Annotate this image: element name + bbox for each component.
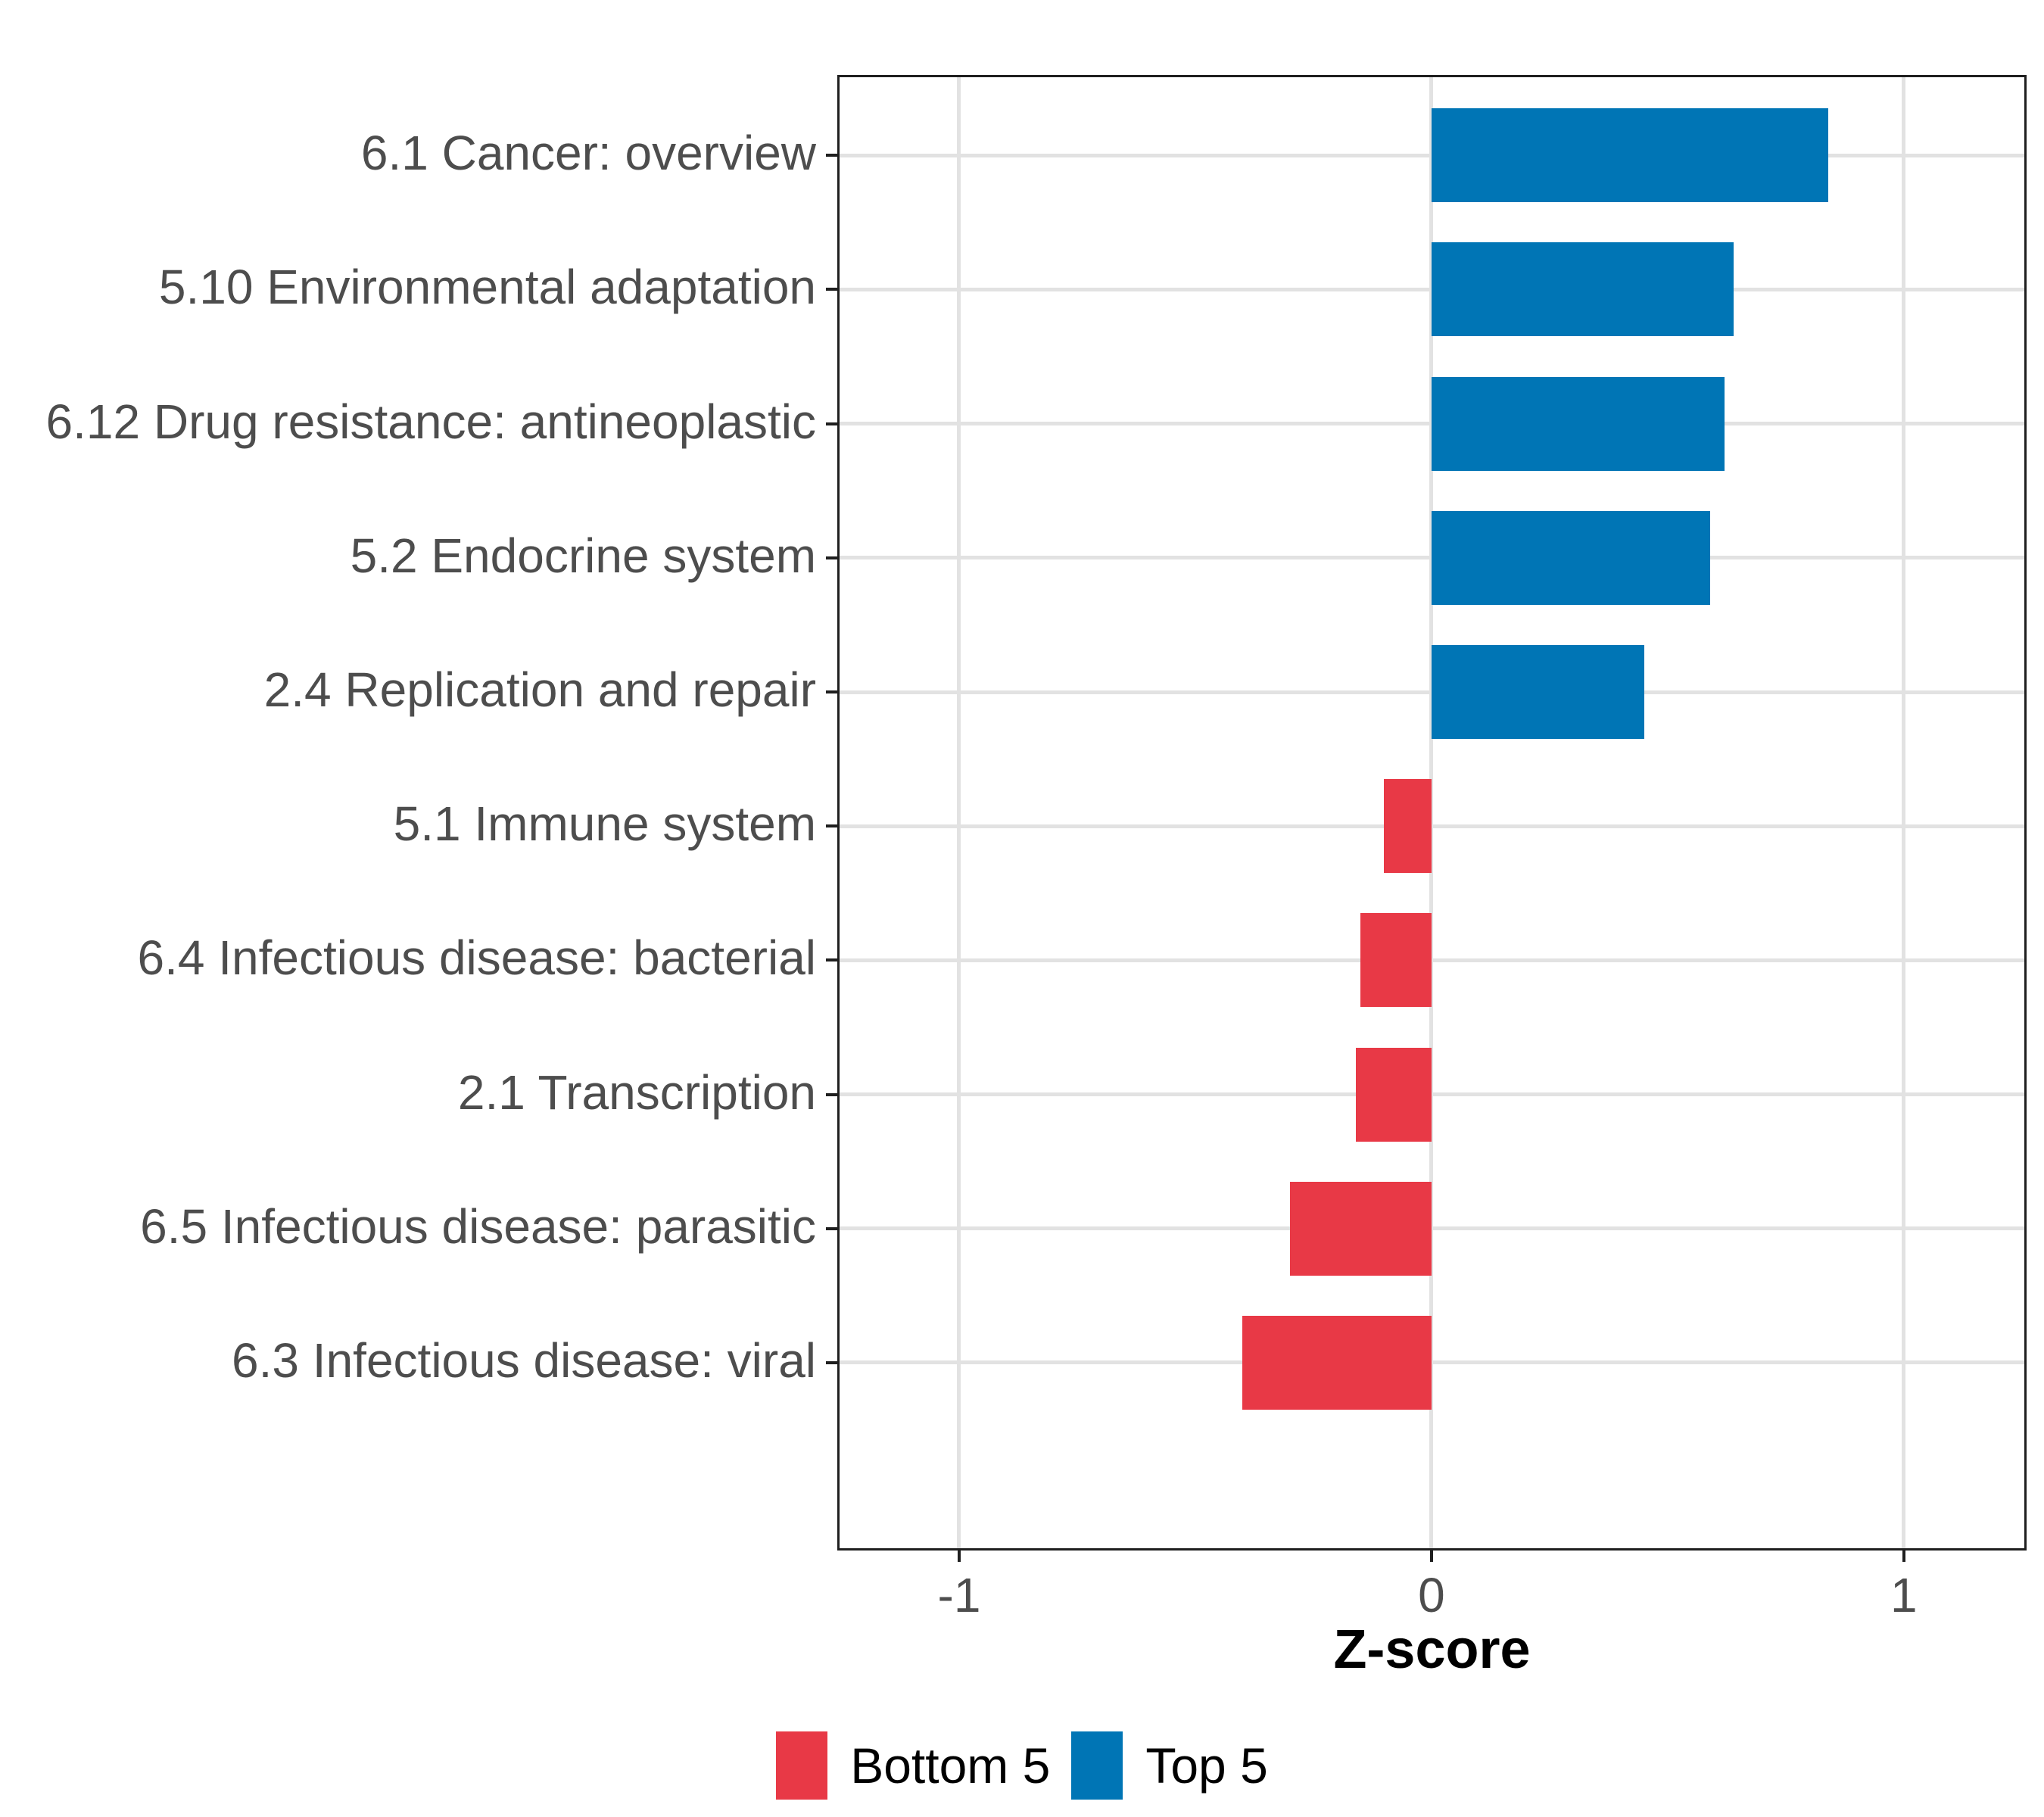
y-tick-mark <box>826 154 837 157</box>
y-axis-label: 2.1 Transcription <box>457 1064 816 1120</box>
legend-key <box>776 1731 828 1800</box>
bar-bottom5 <box>1360 913 1432 1008</box>
y-tick-mark <box>826 422 837 425</box>
y-tick-mark <box>826 1092 837 1096</box>
gridline-vertical <box>957 75 961 1551</box>
gridline-vertical <box>1429 75 1434 1551</box>
bar-top5 <box>1431 645 1644 740</box>
y-axis-label: 5.1 Immune system <box>393 796 816 852</box>
y-tick-mark <box>826 824 837 828</box>
x-tick-label: 1 <box>1890 1568 1918 1622</box>
bar-bottom5 <box>1356 1047 1432 1142</box>
plot-panel <box>837 75 2027 1551</box>
y-axis-label: 2.4 Replication and repair <box>263 662 816 718</box>
bar-top5 <box>1431 242 1734 337</box>
legend-label: Bottom 5 <box>850 1738 1051 1794</box>
legend-key <box>1071 1731 1123 1800</box>
legend: Bottom 5 Top 5 <box>0 1731 2044 1800</box>
y-tick-mark <box>826 1226 837 1230</box>
x-axis-title: Z-score <box>1333 1619 1531 1680</box>
y-axis-label: 6.3 Infectious disease: viral <box>232 1332 816 1388</box>
x-tick-mark <box>1902 1551 1905 1562</box>
y-tick-mark <box>826 556 837 559</box>
legend-item: Bottom 5 <box>776 1731 1050 1800</box>
bar-top5 <box>1431 376 1725 471</box>
x-tick-mark <box>957 1551 961 1562</box>
y-tick-mark <box>826 288 837 291</box>
y-tick-mark <box>826 690 837 694</box>
y-axis-label: 6.4 Infectious disease: bacterial <box>137 930 816 986</box>
y-tick-mark <box>826 1360 837 1364</box>
x-tick-label: 0 <box>1418 1568 1445 1622</box>
x-tick-mark <box>1429 1551 1433 1562</box>
bar-top5 <box>1431 510 1710 605</box>
y-axis-label: 5.2 Endocrine system <box>350 528 816 583</box>
bar-bottom5 <box>1242 1315 1432 1410</box>
legend-item: Top 5 <box>1071 1731 1268 1800</box>
y-axis-label: 6.1 Cancer: overview <box>360 126 816 181</box>
y-axis-label: 5.10 Environmental adaptation <box>158 260 816 315</box>
bar-bottom5 <box>1289 1181 1432 1276</box>
y-axis-label: 6.5 Infectious disease: parasitic <box>140 1198 816 1254</box>
gridline-vertical <box>1902 75 1906 1551</box>
legend-label: Top 5 <box>1145 1738 1268 1794</box>
y-axis-label: 6.12 Drug resistance: antineoplastic <box>45 394 816 449</box>
x-tick-label: -1 <box>937 1568 981 1622</box>
bar-bottom5 <box>1384 779 1432 874</box>
y-tick-mark <box>826 958 837 962</box>
bar-top5 <box>1431 108 1828 203</box>
